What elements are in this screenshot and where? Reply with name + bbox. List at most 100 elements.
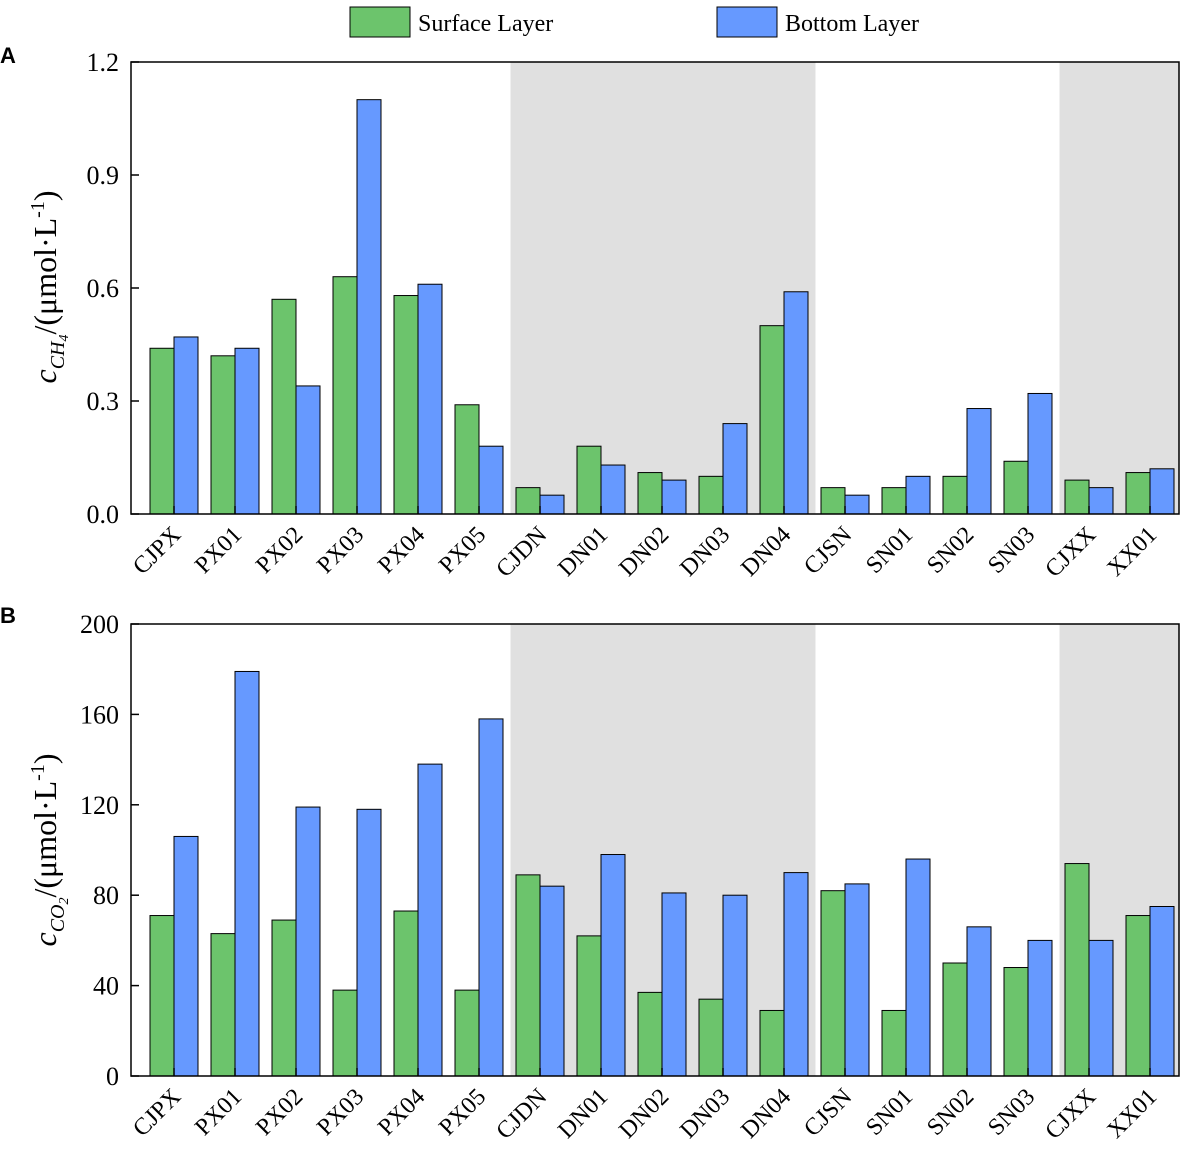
panel-b-y-label: cCO2/(μmol·L-1) [27,753,72,946]
panel-a-bar-bottom-cjsn [844,494,870,515]
panel-b-bar-bottom-sn02 [966,926,992,1077]
legend-bottom-swatch [716,6,778,38]
panel-b-bar-surface-cjpx [149,915,175,1077]
panel-a-bar-surface-sn02 [942,475,968,515]
panel-b-x-tick-label-sn02: SN02 [922,1084,979,1141]
panel-b-bar-bottom-dn02 [661,892,687,1077]
panel-b-x-tick-label-dn04: DN04 [736,1084,796,1144]
panel-a-bar-bottom-cjpx [173,336,199,515]
panel-b-x-tick-label-dn02: DN02 [614,1084,674,1144]
panel-b-bar-surface-dn03 [698,998,724,1077]
panel-a-bar-surface-px02 [271,298,297,515]
panel-b-bar-bottom-cjxx [1088,939,1114,1077]
panel-a-bar-bottom-cjxx [1088,487,1114,515]
panel-a-bar-surface-cjpx [149,347,175,515]
panel-a-x-tick-label-dn02: DN02 [614,522,674,582]
panel-b-bar-bottom-px05 [478,718,504,1077]
panel-a-bar-bottom-cjdn [539,494,565,515]
panel-a-bar-surface-dn01 [576,445,602,515]
panel-b-bar-bottom-px01 [234,670,260,1077]
legend-surface-label: Surface Layer [418,11,553,37]
panel-a-bar-surface-dn04 [759,325,785,515]
panel-a-bar-surface-px04 [393,295,419,515]
panel-b-bar-surface-px03 [332,989,358,1077]
panel-a-bar-surface-px05 [454,404,480,515]
panel-b-x-tick-label-px03: PX03 [312,1084,369,1141]
panel-b-letter: B [0,603,16,628]
panel-b-x-tick-label-xx01: XX01 [1102,1084,1162,1144]
panel-a-x-tick-label-dn03: DN03 [675,522,735,582]
panel-b-y-tick-label: 160 [80,700,119,729]
panel-b-x-tick-label-cjpx: CJPX [128,1084,186,1142]
panel-b-x-tick-label-sn03: SN03 [983,1084,1040,1141]
panel-a-bar-surface-sn03 [1003,460,1029,515]
panel-a-x-tick-label-dn04: DN04 [736,522,796,582]
panel-a-bar-surface-cjxx [1064,479,1090,515]
panel-a-x-tick-label-cjdn: CJDN [491,522,552,583]
panel-b-bar-bottom-cjdn [539,885,565,1077]
panel-b-x-tick-label-cjsn: CJSN [799,1084,857,1142]
panel-a-x-tick-label-cjsn: CJSN [799,522,857,580]
panel-b-bar-surface-dn04 [759,1009,785,1077]
legend: Surface Layer Bottom Layer [349,6,919,38]
panel-a-shading [510,62,1179,514]
panel-a-bar-surface-xx01 [1125,472,1151,515]
panel-b-y-tick-label: 120 [80,791,119,820]
panel-a-bar-bottom-dn02 [661,479,687,515]
panel-b-bar-surface-cjsn [820,890,846,1077]
panel-b-x-tick-label-dn03: DN03 [675,1084,735,1144]
panel-a-x-ticks: CJPX PX01 PX02 PX03 PX04 PX05 CJDN DN01 DN02 DN03… [128,506,1162,583]
panel-a-y-tick-label: 0.0 [87,500,120,529]
panel-a: A 0.0 0.3 0.6 0.9 1.2 CJPX PX01 PX02 PX03 PX04 PX… [0,43,1180,583]
panel-a-bar-surface-cjdn [515,487,541,515]
panel-b-y-tick-label: 80 [93,881,119,910]
panel-a-x-tick-label-sn02: SN02 [922,522,979,579]
panel-a-bar-surface-dn03 [698,475,724,515]
panel-b-x-tick-label-cjdn: CJDN [491,1084,552,1145]
panel-b-bar-bottom-sn03 [1027,939,1053,1077]
panel-a-bar-bottom-dn03 [722,423,748,515]
panel-b: B 0 40 80 120 160 200 CJPX PX01 PX02 PX03 PX04 PX0… [0,603,1180,1145]
panel-b-frame [130,623,1180,1077]
panel-a-x-tick-label-px03: PX03 [312,522,369,579]
panel-b-bar-bottom-cjsn [844,883,870,1077]
panel-b-bar-surface-cjxx [1064,863,1090,1077]
panel-b-x-ticks: CJPX PX01 PX02 PX03 PX04 PX05 CJDN DN01 DN02 DN03… [128,1068,1162,1145]
panel-a-x-tick-label-px04: PX04 [373,522,430,579]
panel-b-y-tick-label: 40 [93,972,119,1001]
panel-b-bar-surface-px05 [454,989,480,1077]
panel-b-bar-surface-px02 [271,919,297,1077]
panel-a-bar-bottom-xx01 [1149,468,1175,515]
panel-a-y-label: cCH4/(μmol·L-1) [27,190,72,383]
panel-b-x-tick-label-px04: PX04 [373,1084,430,1141]
panel-b-y-tick-label: 200 [80,610,119,639]
panel-a-y-tick-label: 0.6 [87,274,120,303]
panel-a-x-tick-label-px05: PX05 [434,522,491,579]
panel-a-bar-surface-sn01 [881,487,907,515]
panel-a-bar-bottom-sn03 [1027,392,1053,515]
panel-b-bar-bottom-cjpx [173,835,199,1077]
panel-a-x-tick-label-sn01: SN01 [861,522,918,579]
panel-b-bar-bottom-dn01 [600,854,626,1077]
panel-b-bar-bottom-sn01 [905,858,931,1077]
panel-b-axes [130,623,1180,1077]
panel-b-bar-surface-dn02 [637,991,663,1077]
panel-a-bar-bottom-sn01 [905,475,931,515]
panel-b-x-tick-label-dn01: DN01 [553,1084,613,1144]
panel-a-x-tick-label-sn03: SN03 [983,522,1040,579]
panel-a-bar-bottom-px04 [417,283,443,515]
panel-a-bar-bottom-px05 [478,445,504,515]
panel-a-bar-surface-dn02 [637,472,663,515]
panel-b-bar-bottom-dn04 [783,872,809,1077]
panel-b-bar-bottom-px04 [417,763,443,1077]
panel-b-bar-surface-px01 [210,933,236,1077]
panel-b-bars [149,670,1175,1077]
panel-a-bar-surface-px01 [210,355,236,515]
panel-a-bar-bottom-px01 [234,347,260,515]
panel-a-x-tick-label-xx01: XX01 [1102,522,1162,582]
panel-b-bar-surface-px04 [393,910,419,1077]
legend-surface-swatch [349,6,411,38]
panel-a-bar-surface-px03 [332,276,358,515]
panel-b-bar-surface-cjdn [515,874,541,1077]
